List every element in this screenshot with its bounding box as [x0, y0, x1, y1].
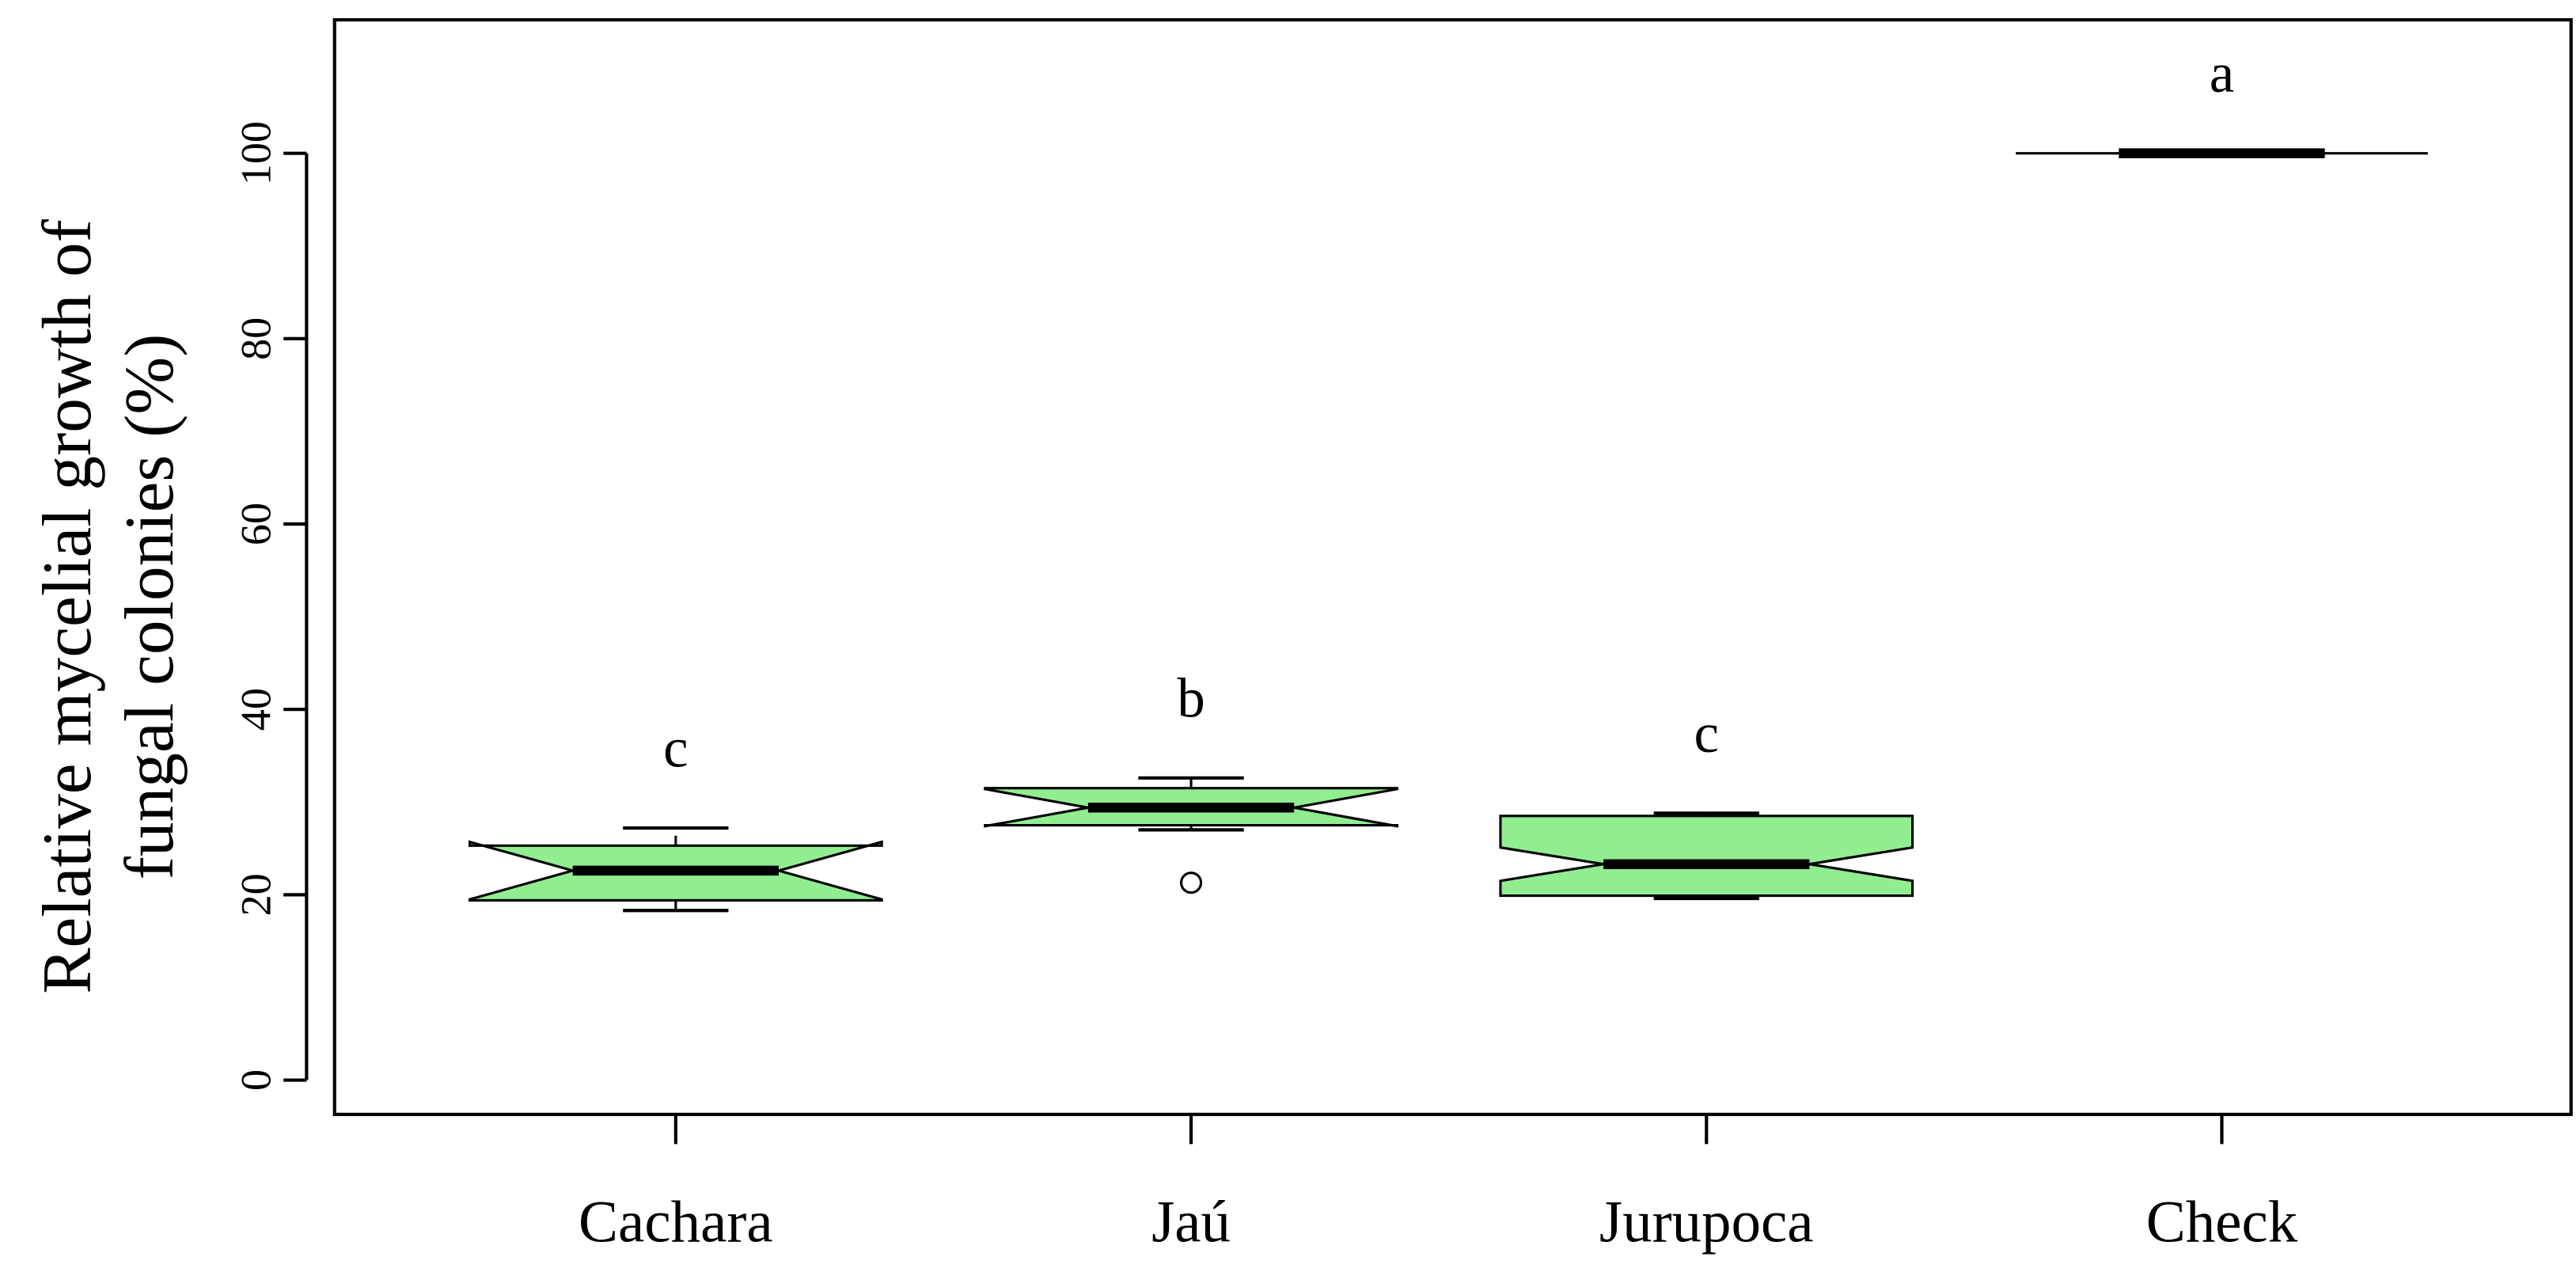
y-tick-label: 80 [232, 317, 279, 360]
annotation: a [2210, 43, 2234, 104]
x-tick-label: Jaú [1151, 1190, 1231, 1255]
y-tick-label: 0 [232, 1069, 279, 1091]
annotation: b [1177, 667, 1205, 729]
y-tick-label: 20 [232, 873, 279, 916]
y-axis-label: Relative mycelial growth of [28, 218, 105, 994]
outlier [1179, 872, 1203, 894]
x-tick-label: Jurupoca [1599, 1190, 1814, 1255]
y-tick-label: 40 [232, 688, 279, 731]
annotation: c [663, 718, 688, 780]
y-tick-label: 60 [232, 503, 279, 545]
y-axis-label: fungal colonies (%) [111, 334, 188, 880]
plot-frame [332, 17, 2573, 1116]
x-tick-label: Check [2146, 1190, 2298, 1255]
y-tick-label: 100 [232, 121, 279, 185]
annotation: c [1694, 703, 1719, 765]
x-tick-label: Cachara [579, 1190, 773, 1255]
box [1499, 815, 1914, 898]
